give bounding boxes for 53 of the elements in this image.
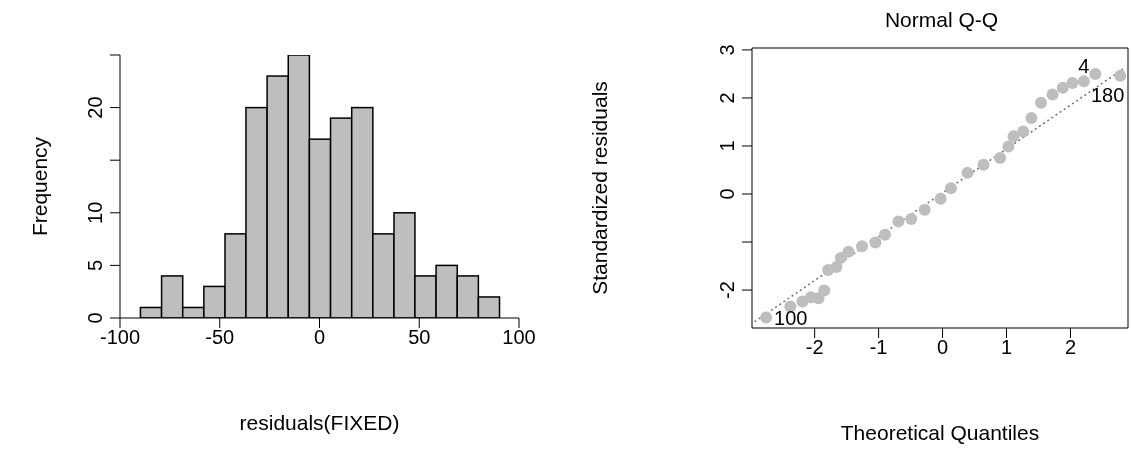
point <box>1089 67 1102 80</box>
x-axis-title: residuals(FIXED) <box>239 411 400 434</box>
point <box>1025 112 1038 125</box>
point <box>961 166 974 179</box>
x-tick-label: -1 <box>869 336 888 359</box>
y-tick-label: 0 <box>716 188 738 200</box>
x-tick-label: 0 <box>313 326 326 349</box>
y-tick-label: 5 <box>84 259 106 271</box>
x-tick-label: 1 <box>1000 336 1013 359</box>
y-tick-label: 20 <box>84 96 106 119</box>
x-axis-title: Theoretical Quantiles <box>840 421 1040 444</box>
annotation: 4 <box>1078 55 1090 78</box>
point <box>1007 130 1020 143</box>
point <box>944 182 957 195</box>
point <box>1077 75 1090 88</box>
annotation: 100 <box>774 306 808 329</box>
point <box>834 251 847 264</box>
point <box>1002 140 1015 153</box>
point <box>818 284 831 297</box>
point <box>905 212 918 225</box>
x-tick-label: 0 <box>937 336 949 359</box>
y-tick-label: -2 <box>716 281 738 299</box>
x-tick-label: -2 <box>805 336 824 359</box>
y-tick-label: 1 <box>716 140 738 152</box>
y-axis-title: Standardized residuals <box>588 81 612 295</box>
point <box>934 192 947 205</box>
x-tick-label: 2 <box>1064 336 1077 359</box>
point <box>879 228 892 241</box>
point <box>892 215 905 228</box>
point <box>1066 77 1079 90</box>
point <box>760 311 773 324</box>
point <box>1114 69 1127 82</box>
point <box>869 236 882 249</box>
point <box>1017 125 1030 138</box>
point <box>1056 81 1069 94</box>
y-axis-title: Frequency <box>28 136 52 237</box>
point <box>977 158 990 171</box>
point <box>842 245 855 258</box>
x-tick-label: -100 <box>99 326 141 349</box>
point <box>918 203 931 216</box>
point <box>994 151 1007 164</box>
y-tick-label: 2 <box>716 92 738 104</box>
x-tick-label: 50 <box>408 326 431 349</box>
x-tick-label: -50 <box>205 326 235 349</box>
y-tick-label: 0 <box>84 312 106 324</box>
x-tick-label: 100 <box>502 326 536 349</box>
chart-title: Normal Q-Q <box>883 8 1000 32</box>
y-tick-label: 3 <box>716 44 738 56</box>
point <box>855 240 868 253</box>
point <box>1046 88 1059 101</box>
point <box>1035 96 1048 109</box>
y-tick-label: 10 <box>84 201 106 224</box>
annotation: 180 <box>1090 83 1125 106</box>
